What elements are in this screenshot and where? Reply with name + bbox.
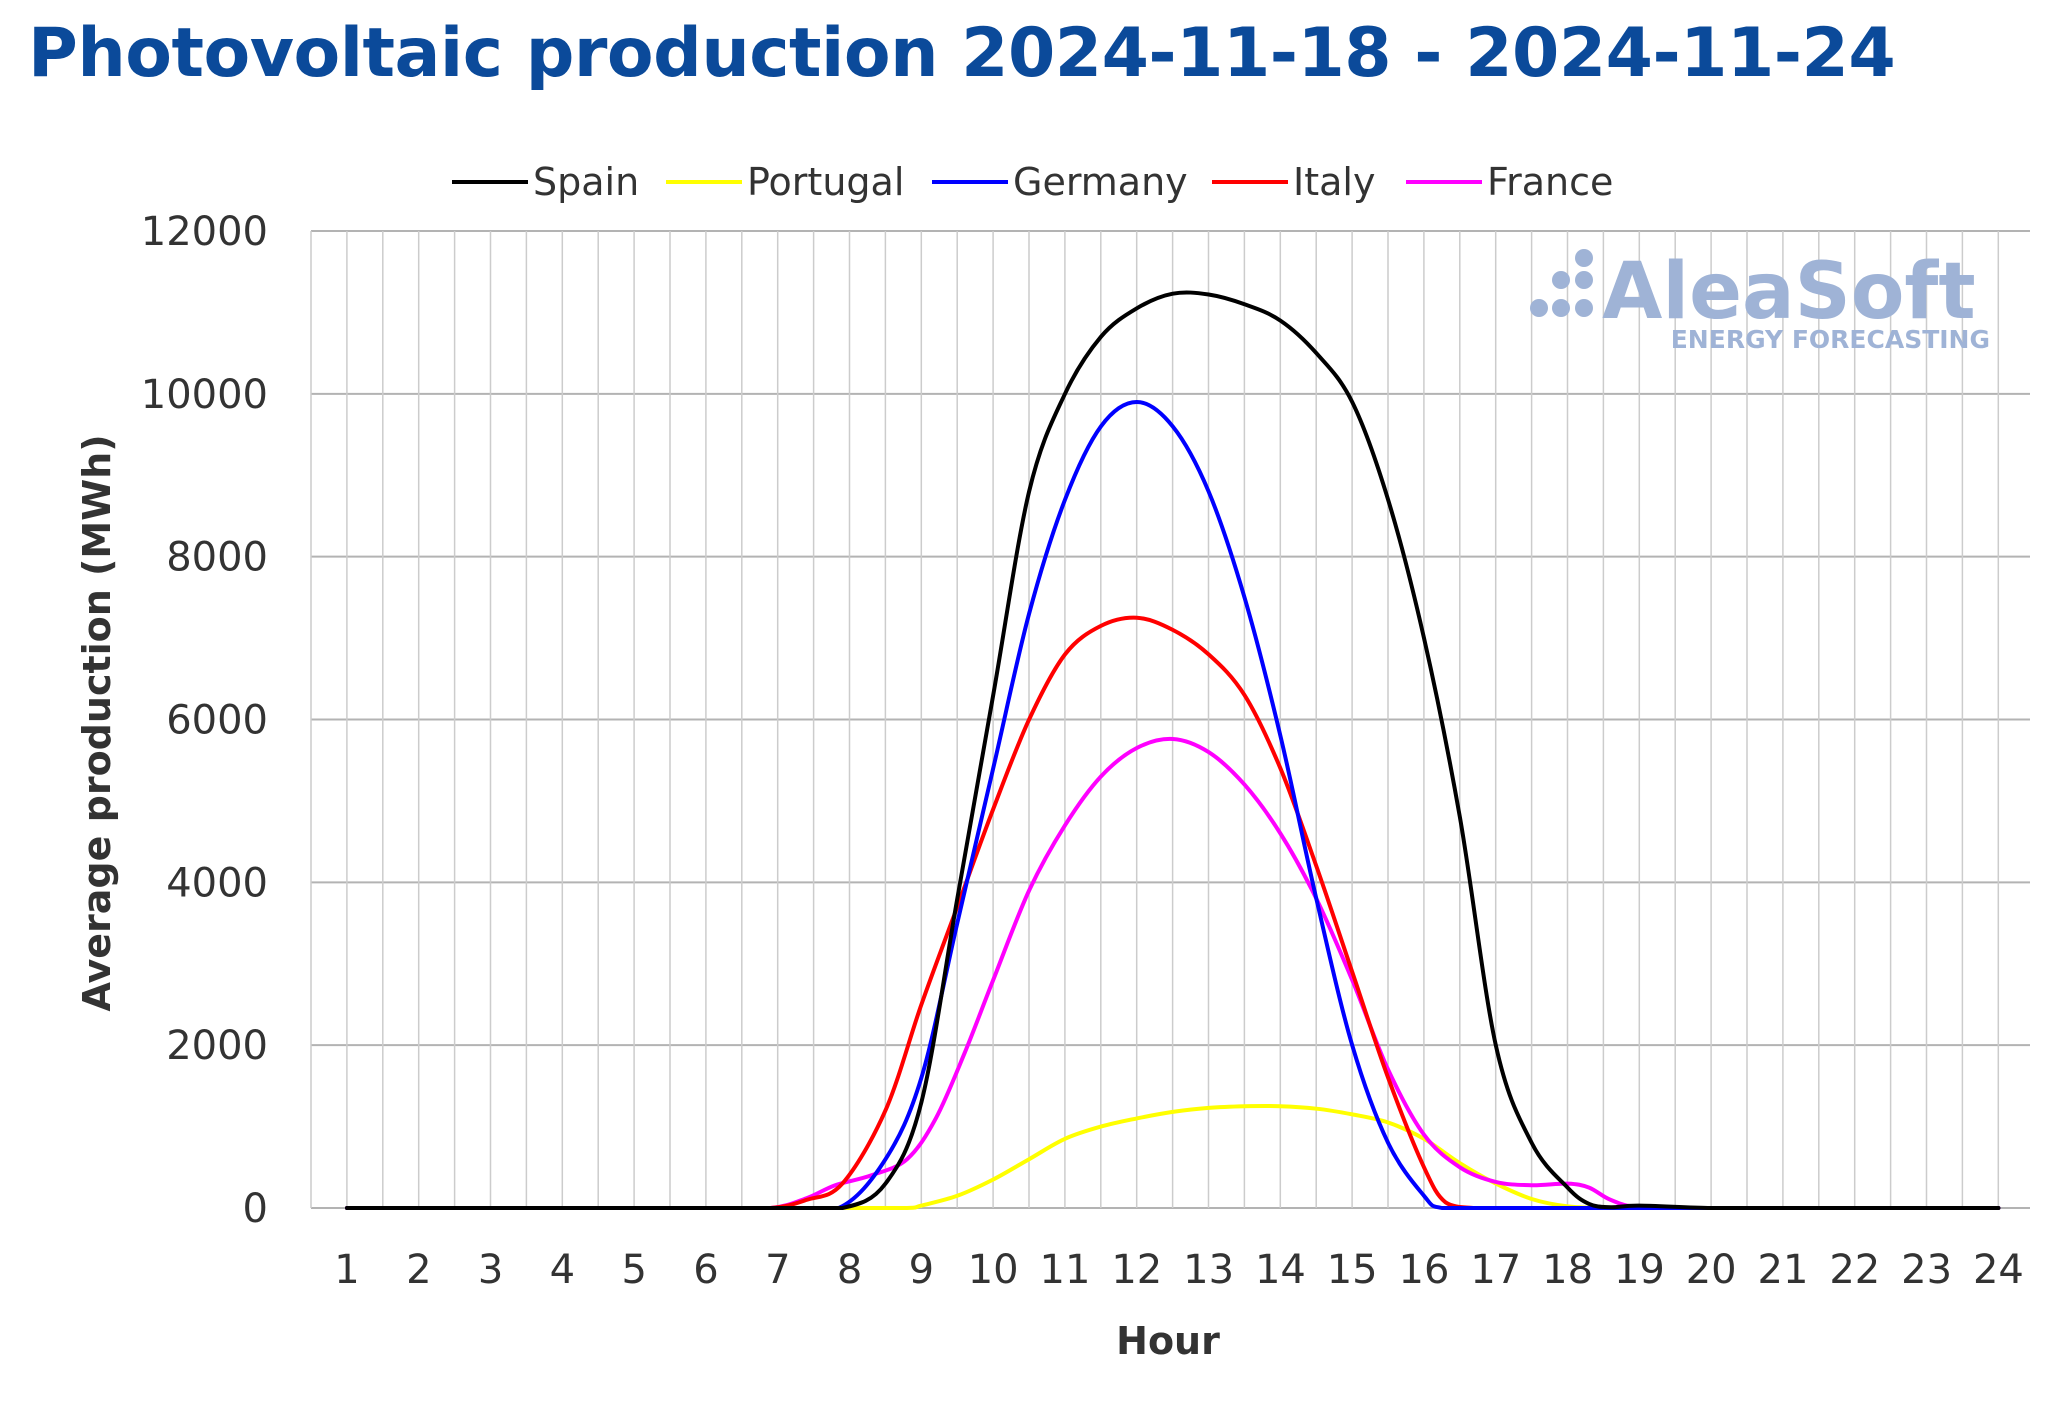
x-tick-label: 4 bbox=[550, 1247, 575, 1293]
x-tick-label: 21 bbox=[1758, 1247, 1809, 1293]
chart-grid bbox=[310, 230, 2030, 1209]
aleasoft-watermark: AleaSoft ENERGY FORECASTING bbox=[1530, 247, 1990, 354]
chart-series bbox=[345, 290, 2001, 1211]
aleasoft-logo-dots-icon bbox=[1530, 249, 1593, 317]
x-tick-label: 7 bbox=[765, 1247, 790, 1293]
legend-label-portugal: Portugal bbox=[747, 160, 904, 204]
x-tick-label: 13 bbox=[1183, 1247, 1234, 1293]
y-tick-label: 10000 bbox=[141, 372, 268, 418]
y-tick-label: 12000 bbox=[141, 209, 268, 255]
x-tick-label: 1 bbox=[334, 1247, 359, 1293]
y-axis-ticks: 0 2000 4000 6000 8000 10000 12000 bbox=[141, 209, 268, 1232]
watermark-brand: AleaSoft bbox=[1602, 247, 1976, 337]
chart-title: Photovoltaic production 2024-11-18 - 202… bbox=[28, 14, 1896, 93]
x-tick-label: 23 bbox=[1901, 1247, 1952, 1293]
x-tick-label: 8 bbox=[837, 1247, 862, 1293]
series-line-spain bbox=[345, 290, 2001, 1211]
x-tick-label: 16 bbox=[1399, 1247, 1450, 1293]
x-tick-label: 5 bbox=[621, 1247, 646, 1293]
x-axis-title: Hour bbox=[1116, 1319, 1220, 1363]
x-tick-label: 17 bbox=[1470, 1247, 1521, 1293]
x-tick-label: 9 bbox=[909, 1247, 934, 1293]
x-tick-label: 19 bbox=[1614, 1247, 1665, 1293]
x-tick-label: 2 bbox=[406, 1247, 431, 1293]
x-tick-label: 3 bbox=[478, 1247, 503, 1293]
x-tick-label: 14 bbox=[1255, 1247, 1306, 1293]
y-tick-label: 6000 bbox=[166, 698, 268, 744]
y-tick-label: 4000 bbox=[166, 860, 268, 906]
legend-label-germany: Germany bbox=[1013, 160, 1188, 204]
x-tick-label: 20 bbox=[1686, 1247, 1737, 1293]
x-tick-label: 15 bbox=[1327, 1247, 1378, 1293]
x-tick-label: 18 bbox=[1542, 1247, 1593, 1293]
x-tick-label: 24 bbox=[1973, 1247, 2024, 1293]
y-axis-title: Average production (MWh) bbox=[75, 434, 119, 1011]
legend-label-italy: Italy bbox=[1293, 160, 1375, 204]
y-tick-label: 0 bbox=[243, 1186, 268, 1232]
x-axis-ticks: 1 2 3 4 5 6 7 8 9 10 11 12 13 14 15 16 17 18 19 20 21 22 23 24 bbox=[334, 1247, 2024, 1293]
legend-label-france: France bbox=[1487, 160, 1613, 204]
x-tick-label: 6 bbox=[693, 1247, 718, 1293]
chart-legend: Spain Portugal Germany Italy France bbox=[452, 160, 1613, 204]
y-tick-label: 2000 bbox=[166, 1023, 268, 1069]
x-tick-label: 10 bbox=[968, 1247, 1019, 1293]
watermark-tagline: ENERGY FORECASTING bbox=[1671, 325, 1990, 354]
x-tick-label: 11 bbox=[1040, 1247, 1091, 1293]
y-tick-label: 8000 bbox=[166, 535, 268, 581]
x-tick-label: 12 bbox=[1111, 1247, 1162, 1293]
x-tick-label: 22 bbox=[1829, 1247, 1880, 1293]
legend-label-spain: Spain bbox=[533, 160, 639, 204]
